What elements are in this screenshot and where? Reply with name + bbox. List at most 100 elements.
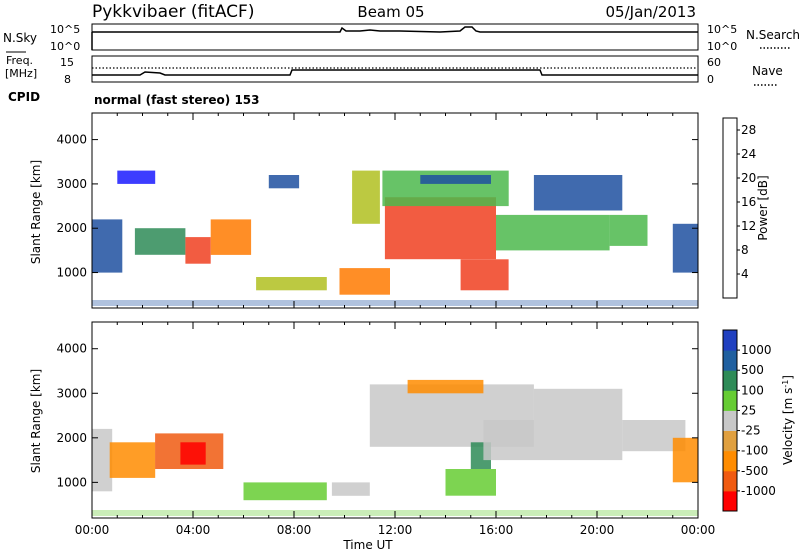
velocity-y-axis-label: Slant Range [km] bbox=[29, 369, 43, 473]
time-tick-label-3: 12:00 bbox=[378, 523, 413, 537]
power-echo-region-6 bbox=[268, 175, 300, 189]
power-echo-region-15 bbox=[609, 214, 648, 246]
velocity-echo-region-3 bbox=[180, 442, 206, 465]
power-echo-region-3 bbox=[185, 237, 211, 264]
freq-tick-bottom: 8 bbox=[64, 73, 71, 86]
velocity-echo-region-10 bbox=[483, 420, 623, 461]
power-echo-region-13 bbox=[496, 214, 610, 251]
velocity-colorbar-tick-label-5: -100 bbox=[741, 444, 768, 458]
velocity-colorbar-cell-4 bbox=[723, 410, 737, 431]
power-echo-region-4 bbox=[210, 219, 252, 255]
velocity-colorbar: 1000 500 100 25 -25 -100 -500 -1000 Velocity [m… bbox=[722, 329, 795, 512]
freq-label-line2: [MHz] bbox=[5, 67, 37, 80]
power-echo-region-8 bbox=[352, 170, 380, 224]
freq-tick-top: 15 bbox=[60, 56, 74, 69]
power-echo-region-16 bbox=[672, 223, 699, 273]
velocity-heatmap-cells bbox=[92, 379, 699, 516]
power-panel: 1000 2000 3000 4000 Slant Range [km] bbox=[29, 112, 699, 309]
power-colorbar-frame bbox=[722, 117, 738, 299]
power-colorbar-label: Power [dB] bbox=[756, 175, 770, 240]
velocity-colorbar-ticks: 1000 500 100 25 -25 -100 -500 -1000 bbox=[737, 343, 776, 498]
freq-label-line1: Freq. bbox=[6, 54, 33, 67]
nsearch-label: N.Search bbox=[746, 28, 800, 42]
velocity-panel: 1000 2000 3000 4000 00:00 04:00 08:00 12:00 16:… bbox=[29, 321, 716, 552]
power-colorbar-tick-label-4: 20 bbox=[741, 171, 756, 185]
velocity-colorbar-frame bbox=[722, 329, 738, 512]
power-colorbar-tick-label-0: 4 bbox=[741, 267, 749, 281]
velocity-echo-region-11 bbox=[533, 388, 623, 420]
velocity-colorbar-cell-1 bbox=[723, 470, 737, 492]
time-tick-label-6: 00:00 bbox=[681, 523, 716, 537]
velocity-colorbar-cell-6 bbox=[723, 370, 737, 391]
velocity-colorbar-cell-7 bbox=[723, 350, 737, 371]
nave-tick-top: 60 bbox=[707, 56, 721, 69]
velocity-x-ticks: 00:00 04:00 08:00 12:00 16:00 20:00 00:00 bbox=[75, 322, 716, 537]
velocity-colorbar-cells bbox=[723, 330, 737, 512]
date-title: 05/Jan/2013 bbox=[606, 3, 697, 21]
power-y-ticks: 1000 2000 3000 4000 bbox=[56, 133, 698, 280]
freq-trace bbox=[92, 69, 698, 76]
power-colorbar-tick-label-6: 28 bbox=[741, 123, 756, 137]
velocity-colorbar-cell-0 bbox=[723, 490, 737, 512]
nsky-tick-top: 10^5 bbox=[50, 23, 80, 36]
power-echo-region-2 bbox=[134, 228, 186, 255]
nsky-tick-bottom: 10^0 bbox=[50, 40, 80, 53]
time-tick-label-4: 16:00 bbox=[479, 523, 514, 537]
power-ytick-label-1000: 1000 bbox=[56, 266, 87, 280]
velocity-echo-region-13 bbox=[672, 437, 699, 483]
velocity-y-ticks: 1000 2000 3000 4000 bbox=[56, 342, 698, 489]
velocity-colorbar-cell-3 bbox=[723, 430, 737, 452]
nave-label: Nave bbox=[752, 64, 783, 78]
velocity-colorbar-tick-label-6: -500 bbox=[741, 464, 768, 478]
velocity-colorbar-cell-8 bbox=[723, 330, 737, 351]
power-echo-region-0 bbox=[92, 219, 123, 273]
freq-panel-frame bbox=[91, 55, 699, 83]
velocity-echo-region-8 bbox=[445, 469, 496, 496]
time-tick-label-2: 08:00 bbox=[277, 523, 312, 537]
nsky-label: N.Sky bbox=[3, 31, 37, 45]
power-colorbar-tick-label-3: 16 bbox=[741, 195, 756, 209]
power-ytick-label-3000: 3000 bbox=[56, 177, 87, 191]
power-echo-region-1 bbox=[117, 170, 156, 184]
velocity-colorbar-cell-5 bbox=[723, 390, 737, 411]
power-echo-region-5 bbox=[256, 277, 327, 291]
power-colorbar-tick-label-2: 12 bbox=[741, 219, 756, 233]
power-y-axis-label: Slant Range [km] bbox=[29, 160, 43, 264]
beam-title: Beam 05 bbox=[357, 3, 424, 21]
velocity-colorbar-tick-label-1: 500 bbox=[741, 363, 764, 377]
velocity-colorbar-tick-label-7: -1000 bbox=[741, 484, 776, 498]
power-ytick-label-4000: 4000 bbox=[56, 133, 87, 147]
nsearch-tick-bottom: 10^0 bbox=[707, 40, 737, 53]
velocity-ytick-label-1000: 1000 bbox=[56, 475, 87, 489]
velocity-ytick-label-2000: 2000 bbox=[56, 431, 87, 445]
velocity-echo-region-4 bbox=[243, 482, 327, 501]
power-heatmap-cells bbox=[92, 170, 699, 306]
velocity-echo-region-1 bbox=[109, 442, 156, 478]
cpid-label: CPID bbox=[8, 90, 40, 104]
nsky-trace bbox=[92, 26, 698, 33]
power-colorbar: 4 8 12 16 20 24 28 Power [dB] bbox=[722, 117, 770, 299]
power-echo-region-9 bbox=[384, 197, 496, 260]
velocity-colorbar-label: Velocity [m s-1] bbox=[781, 375, 795, 465]
cpid-value: normal (fast stereo) 153 bbox=[94, 93, 260, 107]
time-tick-label-5: 20:00 bbox=[580, 523, 615, 537]
power-colorbar-ticks: 4 8 12 16 20 24 28 bbox=[737, 123, 756, 281]
velocity-ytick-label-3000: 3000 bbox=[56, 386, 87, 400]
velocity-colorbar-tick-label-2: 100 bbox=[741, 383, 764, 397]
time-tick-label-1: 04:00 bbox=[176, 523, 211, 537]
nsky-panel-frame bbox=[91, 23, 699, 51]
time-tick-label-0: 00:00 bbox=[75, 523, 110, 537]
power-colorbar-tick-label-1: 8 bbox=[741, 243, 749, 257]
velocity-colorbar-tick-label-3: 25 bbox=[741, 403, 756, 417]
velocity-ytick-label-4000: 4000 bbox=[56, 342, 87, 356]
power-echo-region-11 bbox=[420, 175, 491, 184]
velocity-echo-region-5 bbox=[331, 482, 370, 496]
power-echo-region-14 bbox=[533, 175, 623, 211]
velocity-colorbar-cell-2 bbox=[723, 450, 737, 472]
power-ytick-label-2000: 2000 bbox=[56, 221, 87, 235]
velocity-colorbar-tick-label-0: 1000 bbox=[741, 343, 772, 357]
time-axis-label: Time UT bbox=[342, 538, 393, 552]
power-x-ticks bbox=[91, 113, 699, 308]
nsearch-tick-top: 10^5 bbox=[707, 23, 737, 36]
